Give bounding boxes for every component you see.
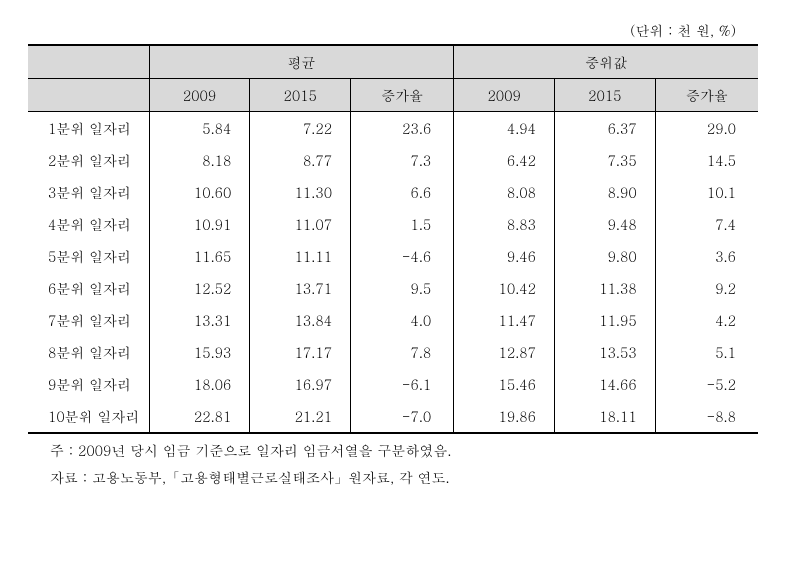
row-label: 9분위 일자리 xyxy=(28,368,149,400)
med-rate-cell: 4.2 xyxy=(655,304,758,336)
header-med-2009: 2009 xyxy=(454,79,555,112)
avg-rate-cell: -6.1 xyxy=(351,368,454,400)
row-label: 10분위 일자리 xyxy=(28,400,149,433)
med-2009-cell: 8.08 xyxy=(454,176,555,208)
avg-2015-cell: 7.22 xyxy=(250,112,351,145)
row-label: 7분위 일자리 xyxy=(28,304,149,336)
avg-rate-cell: -4.6 xyxy=(351,240,454,272)
footnote-note: 주 : 2009년 당시 임금 기준으로 일자리 임금서열을 구분하였음. xyxy=(20,440,766,461)
row-label: 5분위 일자리 xyxy=(28,240,149,272)
avg-2009-cell: 22.81 xyxy=(149,400,250,433)
avg-2009-cell: 13.31 xyxy=(149,304,250,336)
avg-2015-cell: 16.97 xyxy=(250,368,351,400)
med-2009-cell: 11.47 xyxy=(454,304,555,336)
table-row: 7분위 일자리13.3113.844.011.4711.954.2 xyxy=(28,304,758,336)
avg-2015-cell: 8.77 xyxy=(250,144,351,176)
row-label: 4분위 일자리 xyxy=(28,208,149,240)
med-2009-cell: 15.46 xyxy=(454,368,555,400)
med-rate-cell: 10.1 xyxy=(655,176,758,208)
header-group-avg: 평균 xyxy=(149,45,454,79)
header-med-2015: 2015 xyxy=(554,79,655,112)
med-2015-cell: 18.11 xyxy=(554,400,655,433)
avg-2009-cell: 8.18 xyxy=(149,144,250,176)
avg-2015-cell: 11.30 xyxy=(250,176,351,208)
header-avg-rate: 증가율 xyxy=(351,79,454,112)
header-blank xyxy=(28,45,149,79)
table-row: 9분위 일자리18.0616.97-6.115.4614.66-5.2 xyxy=(28,368,758,400)
med-2015-cell: 7.35 xyxy=(554,144,655,176)
med-rate-cell: 9.2 xyxy=(655,272,758,304)
table-row: 6분위 일자리12.5213.719.510.4211.389.2 xyxy=(28,272,758,304)
footnote-source: 자료 : 고용노동부,「고용형태별근로실태조사」원자료, 각 연도. xyxy=(20,467,766,488)
avg-rate-cell: 4.0 xyxy=(351,304,454,336)
avg-2015-cell: 13.84 xyxy=(250,304,351,336)
table-body: 1분위 일자리5.847.2223.64.946.3729.02분위 일자리8.… xyxy=(28,112,758,434)
med-rate-cell: 5.1 xyxy=(655,336,758,368)
med-2015-cell: 11.38 xyxy=(554,272,655,304)
med-2009-cell: 19.86 xyxy=(454,400,555,433)
avg-rate-cell: 7.3 xyxy=(351,144,454,176)
row-label: 3분위 일자리 xyxy=(28,176,149,208)
table-row: 3분위 일자리10.6011.306.68.088.9010.1 xyxy=(28,176,758,208)
avg-2009-cell: 18.06 xyxy=(149,368,250,400)
med-2009-cell: 10.42 xyxy=(454,272,555,304)
med-2009-cell: 8.83 xyxy=(454,208,555,240)
avg-2015-cell: 11.11 xyxy=(250,240,351,272)
table-row: 4분위 일자리10.9111.071.58.839.487.4 xyxy=(28,208,758,240)
avg-rate-cell: -7.0 xyxy=(351,400,454,433)
med-2015-cell: 8.90 xyxy=(554,176,655,208)
med-2015-cell: 9.48 xyxy=(554,208,655,240)
med-2015-cell: 11.95 xyxy=(554,304,655,336)
header-med-rate: 증가율 xyxy=(655,79,758,112)
avg-2015-cell: 17.17 xyxy=(250,336,351,368)
avg-2015-cell: 13.71 xyxy=(250,272,351,304)
header-blank-2 xyxy=(28,79,149,112)
table-row: 10분위 일자리22.8121.21-7.019.8618.11-8.8 xyxy=(28,400,758,433)
row-label: 2분위 일자리 xyxy=(28,144,149,176)
med-2015-cell: 14.66 xyxy=(554,368,655,400)
table-row: 5분위 일자리11.6511.11-4.69.469.803.6 xyxy=(28,240,758,272)
header-group-median: 중위값 xyxy=(454,45,758,79)
header-row-1: 평균 중위값 xyxy=(28,45,758,79)
header-avg-2015: 2015 xyxy=(250,79,351,112)
data-table: 평균 중위값 2009 2015 증가율 2009 2015 증가율 1분위 일… xyxy=(28,44,758,434)
med-rate-cell: 29.0 xyxy=(655,112,758,145)
table-row: 1분위 일자리5.847.2223.64.946.3729.0 xyxy=(28,112,758,145)
avg-rate-cell: 23.6 xyxy=(351,112,454,145)
avg-2009-cell: 10.91 xyxy=(149,208,250,240)
row-label: 1분위 일자리 xyxy=(28,112,149,145)
avg-rate-cell: 7.8 xyxy=(351,336,454,368)
avg-rate-cell: 9.5 xyxy=(351,272,454,304)
med-2009-cell: 12.87 xyxy=(454,336,555,368)
avg-2015-cell: 11.07 xyxy=(250,208,351,240)
med-rate-cell: 7.4 xyxy=(655,208,758,240)
avg-rate-cell: 6.6 xyxy=(351,176,454,208)
table-row: 2분위 일자리8.188.777.36.427.3514.5 xyxy=(28,144,758,176)
avg-2009-cell: 12.52 xyxy=(149,272,250,304)
med-rate-cell: -5.2 xyxy=(655,368,758,400)
med-rate-cell: 3.6 xyxy=(655,240,758,272)
header-row-2: 2009 2015 증가율 2009 2015 증가율 xyxy=(28,79,758,112)
med-rate-cell: 14.5 xyxy=(655,144,758,176)
avg-rate-cell: 1.5 xyxy=(351,208,454,240)
med-2009-cell: 9.46 xyxy=(454,240,555,272)
avg-2015-cell: 21.21 xyxy=(250,400,351,433)
avg-2009-cell: 11.65 xyxy=(149,240,250,272)
med-2015-cell: 6.37 xyxy=(554,112,655,145)
row-label: 8분위 일자리 xyxy=(28,336,149,368)
table-row: 8분위 일자리15.9317.177.812.8713.535.1 xyxy=(28,336,758,368)
med-2015-cell: 9.80 xyxy=(554,240,655,272)
med-2015-cell: 13.53 xyxy=(554,336,655,368)
header-avg-2009: 2009 xyxy=(149,79,250,112)
avg-2009-cell: 15.93 xyxy=(149,336,250,368)
med-2009-cell: 4.94 xyxy=(454,112,555,145)
unit-label: (단위 : 천 원, %) xyxy=(20,20,766,40)
med-2009-cell: 6.42 xyxy=(454,144,555,176)
avg-2009-cell: 5.84 xyxy=(149,112,250,145)
med-rate-cell: -8.8 xyxy=(655,400,758,433)
avg-2009-cell: 10.60 xyxy=(149,176,250,208)
row-label: 6분위 일자리 xyxy=(28,272,149,304)
